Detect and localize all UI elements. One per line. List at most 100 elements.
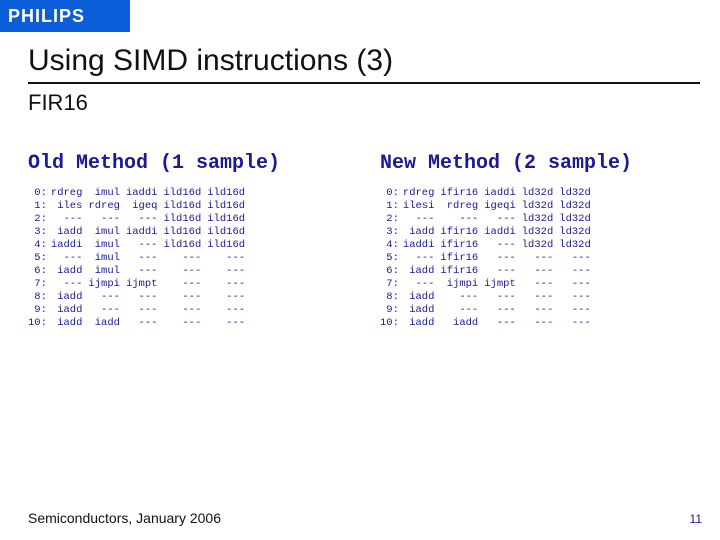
cell: ---: [126, 213, 164, 226]
cell: ---: [440, 213, 484, 226]
old-method-title: Old Method (1 sample): [28, 152, 358, 175]
cell: ---: [51, 252, 89, 265]
table-row: 0:rdregimuliaddiild16dild16d: [28, 187, 251, 200]
cell: iadd: [51, 317, 89, 330]
cell: ild16d: [163, 200, 207, 213]
cell: iadd: [403, 304, 441, 317]
cell: iaddi: [484, 226, 522, 239]
cell: iadd: [88, 317, 126, 330]
cell: ld32d: [559, 226, 597, 239]
cell: iadd: [440, 317, 484, 330]
cell: ld32d: [522, 200, 560, 213]
table-row: 4:iaddiifir16---ld32dld32d: [380, 239, 597, 252]
cell: ---: [559, 265, 597, 278]
cell: ifir16: [440, 239, 484, 252]
cell: imul: [88, 252, 126, 265]
cell: ---: [403, 213, 441, 226]
cell: ---: [207, 291, 251, 304]
cell: ---: [207, 252, 251, 265]
cell: ld32d: [559, 213, 597, 226]
cell: ---: [559, 291, 597, 304]
old-method-table: 0:rdregimuliaddiild16dild16d1:ilesrdregi…: [28, 187, 251, 330]
table-row: 7:---ijmpiijmpt------: [380, 278, 597, 291]
table-row: 4:iaddiimul---ild16dild16d: [28, 239, 251, 252]
cell: ---: [522, 252, 560, 265]
cell: imul: [88, 239, 126, 252]
cell: ---: [51, 278, 89, 291]
row-index: 6:: [380, 265, 403, 278]
cell: ild16d: [207, 200, 251, 213]
row-index: 0:: [380, 187, 403, 200]
table-row: 3:iaddimuliaddiild16dild16d: [28, 226, 251, 239]
cell: ild16d: [207, 187, 251, 200]
row-index: 4:: [28, 239, 51, 252]
table-row: 9:iadd------------: [28, 304, 251, 317]
table-row: 8:iadd------------: [28, 291, 251, 304]
page-subtitle: FIR16: [28, 90, 700, 116]
cell: ---: [403, 278, 441, 291]
cell: ---: [522, 265, 560, 278]
cell: ---: [484, 317, 522, 330]
cell: ---: [163, 252, 207, 265]
cell: iaddi: [51, 239, 89, 252]
cell: ld32d: [522, 187, 560, 200]
cell: iadd: [51, 304, 89, 317]
cell: iadd: [403, 317, 441, 330]
cell: ---: [522, 278, 560, 291]
cell: ---: [484, 213, 522, 226]
cell: rdreg: [51, 187, 89, 200]
cell: iles: [51, 200, 89, 213]
cell: ld32d: [559, 239, 597, 252]
cell: ---: [559, 278, 597, 291]
table-row: 8:iadd------------: [380, 291, 597, 304]
cell: ld32d: [522, 213, 560, 226]
cell: ---: [207, 304, 251, 317]
cell: ---: [126, 317, 164, 330]
table-row: 6:iaddimul---------: [28, 265, 251, 278]
table-row: 10:iaddiadd---------: [380, 317, 597, 330]
cell: ild16d: [163, 187, 207, 200]
old-method-section: Old Method (1 sample) 0:rdregimuliaddiil…: [28, 152, 358, 330]
row-index: 6:: [28, 265, 51, 278]
table-row: 10:iaddiadd---------: [28, 317, 251, 330]
cell: ijmpt: [126, 278, 164, 291]
cell: iaddi: [403, 239, 441, 252]
row-index: 4:: [380, 239, 403, 252]
new-method-title: New Method (2 sample): [380, 152, 710, 175]
table-row: 7:---ijmpiijmpt------: [28, 278, 251, 291]
cell: ilesi: [403, 200, 441, 213]
cell: ---: [126, 265, 164, 278]
cell: ---: [207, 278, 251, 291]
cell: ---: [403, 252, 441, 265]
table-row: 3:iaddifir16iaddild32dld32d: [380, 226, 597, 239]
table-row: 1:ilesirdregigeqild32dld32d: [380, 200, 597, 213]
cell: ild16d: [163, 213, 207, 226]
cell: ild16d: [163, 226, 207, 239]
table-row: 6:iaddifir16---------: [380, 265, 597, 278]
row-index: 9:: [380, 304, 403, 317]
cell: iaddi: [126, 187, 164, 200]
row-index: 0:: [28, 187, 51, 200]
cell: ---: [559, 317, 597, 330]
cell: ild16d: [163, 239, 207, 252]
cell: ---: [88, 304, 126, 317]
cell: igeq: [126, 200, 164, 213]
cell: ild16d: [207, 226, 251, 239]
cell: rdreg: [440, 200, 484, 213]
row-index: 7:: [28, 278, 51, 291]
cell: ifir16: [440, 226, 484, 239]
table-row: 5:---ifir16---------: [380, 252, 597, 265]
table-row: 5:---imul---------: [28, 252, 251, 265]
cell: ---: [163, 317, 207, 330]
cell: ---: [522, 304, 560, 317]
page-title: Using SIMD instructions (3): [28, 44, 700, 78]
row-index: 8:: [28, 291, 51, 304]
page-number: 11: [690, 512, 702, 526]
cell: ---: [163, 278, 207, 291]
cell: ---: [126, 252, 164, 265]
cell: ---: [522, 291, 560, 304]
cell: ---: [484, 291, 522, 304]
cell: iadd: [51, 226, 89, 239]
row-index: 7:: [380, 278, 403, 291]
cell: ---: [559, 304, 597, 317]
